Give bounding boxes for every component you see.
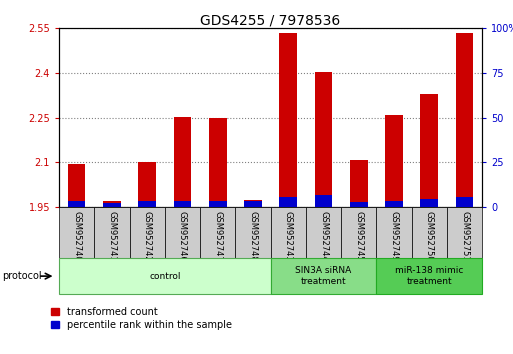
Bar: [270, 258, 377, 294]
Text: GSM952741: GSM952741: [107, 211, 116, 262]
Title: GDS4255 / 7978536: GDS4255 / 7978536: [201, 13, 341, 27]
Bar: [59, 207, 94, 258]
Text: protocol: protocol: [3, 271, 42, 281]
Bar: [209, 201, 227, 207]
Bar: [350, 202, 368, 207]
Bar: [173, 201, 191, 207]
Bar: [129, 207, 165, 258]
Bar: [68, 201, 86, 207]
Bar: [377, 258, 482, 294]
Bar: [200, 207, 235, 258]
Bar: [173, 117, 191, 207]
Bar: [270, 207, 306, 258]
Bar: [456, 33, 473, 207]
Bar: [314, 195, 332, 207]
Bar: [411, 207, 447, 258]
Bar: [306, 207, 341, 258]
Text: GSM952745: GSM952745: [354, 211, 363, 262]
Legend: transformed count, percentile rank within the sample: transformed count, percentile rank withi…: [51, 307, 231, 330]
Bar: [314, 72, 332, 207]
Bar: [94, 207, 130, 258]
Bar: [280, 33, 297, 207]
Bar: [209, 118, 227, 207]
Bar: [377, 207, 411, 258]
Bar: [350, 160, 368, 207]
Text: GSM952743: GSM952743: [284, 211, 293, 262]
Text: GSM952751: GSM952751: [460, 211, 469, 262]
Text: GSM952748: GSM952748: [248, 211, 258, 262]
Bar: [421, 199, 438, 207]
Text: GSM952749: GSM952749: [389, 211, 399, 262]
Bar: [341, 207, 377, 258]
Bar: [385, 201, 403, 207]
Bar: [103, 200, 121, 207]
Bar: [165, 207, 200, 258]
Text: GSM952740: GSM952740: [72, 211, 81, 262]
Bar: [456, 197, 473, 207]
Bar: [244, 200, 262, 207]
Bar: [139, 201, 156, 207]
Bar: [59, 258, 271, 294]
Bar: [385, 115, 403, 207]
Bar: [235, 207, 271, 258]
Text: miR-138 mimic
treatment: miR-138 mimic treatment: [395, 267, 464, 286]
Bar: [103, 202, 121, 207]
Bar: [68, 164, 86, 207]
Text: GSM952750: GSM952750: [425, 211, 434, 262]
Text: GSM952747: GSM952747: [213, 211, 222, 262]
Text: GSM952746: GSM952746: [178, 211, 187, 262]
Text: GSM952744: GSM952744: [319, 211, 328, 262]
Text: SIN3A siRNA
treatment: SIN3A siRNA treatment: [295, 267, 351, 286]
Bar: [421, 94, 438, 207]
Bar: [280, 197, 297, 207]
Text: GSM952742: GSM952742: [143, 211, 152, 262]
Bar: [244, 201, 262, 207]
Text: control: control: [149, 272, 181, 281]
Bar: [139, 162, 156, 207]
Bar: [447, 207, 482, 258]
